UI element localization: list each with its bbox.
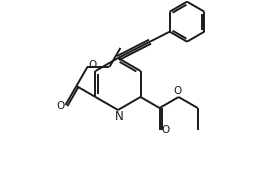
- Text: O: O: [161, 125, 170, 135]
- Text: O: O: [174, 86, 182, 96]
- Text: O: O: [56, 101, 64, 111]
- Text: N: N: [115, 110, 123, 123]
- Text: O: O: [88, 60, 97, 70]
